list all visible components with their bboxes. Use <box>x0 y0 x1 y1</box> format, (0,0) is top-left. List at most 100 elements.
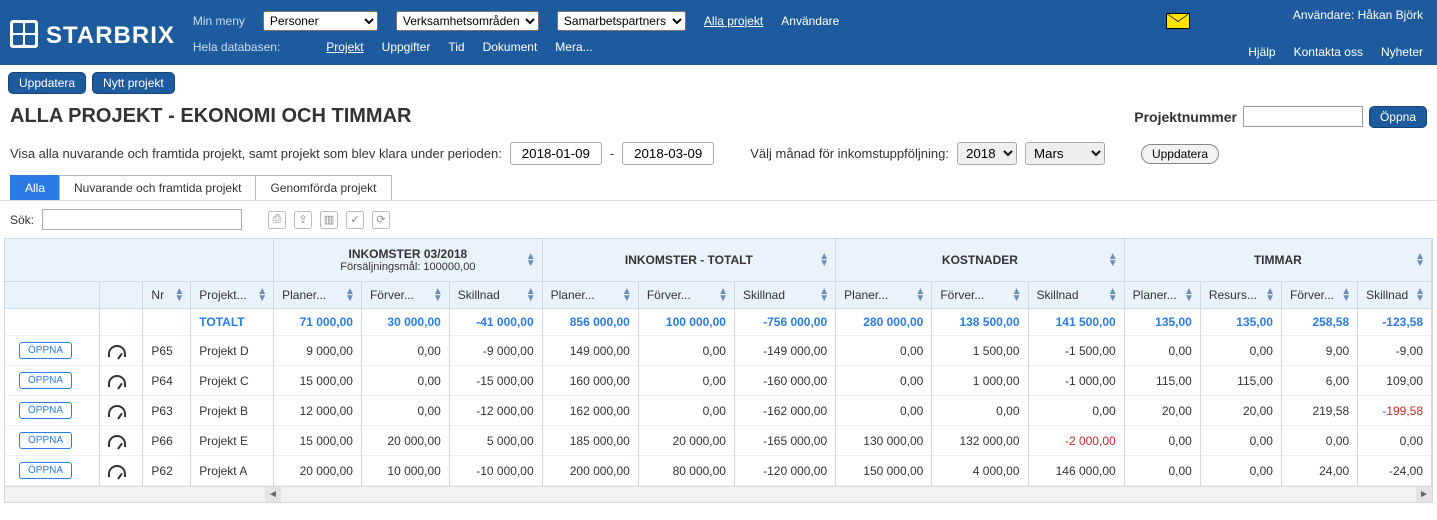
col-t_forv[interactable]: Förver...▲▼ <box>1281 282 1357 309</box>
verksamhet-dropdown[interactable]: Verksamhetsområden <box>396 11 539 31</box>
cell-val: 0,00 <box>1124 336 1200 366</box>
hjalp-link[interactable]: Hjälp <box>1248 45 1275 59</box>
search-input[interactable] <box>42 209 242 230</box>
cell-val: -15 000,00 <box>449 366 542 396</box>
date-to-input[interactable] <box>622 142 714 165</box>
cell-val: 15 000,00 <box>274 426 362 456</box>
col-im_plan[interactable]: Planer...▲▼ <box>274 282 362 309</box>
col-t_skill[interactable]: Skillnad▲▼ <box>1358 282 1432 309</box>
logo[interactable]: STARBRIX <box>0 0 193 65</box>
projekt-link[interactable]: Projekt <box>326 40 363 54</box>
date-from-input[interactable] <box>510 142 602 165</box>
col-t_res[interactable]: Resurs...▲▼ <box>1200 282 1281 309</box>
open-row-button[interactable]: ÖPPNA <box>19 372 72 389</box>
tab-alla[interactable]: Alla <box>10 175 60 200</box>
refresh-icon[interactable]: ⟳ <box>372 211 390 229</box>
cell-val: 1 500,00 <box>932 336 1028 366</box>
nytt-projekt-button[interactable]: Nytt projekt <box>92 72 175 94</box>
cell-val: 0,00 <box>638 366 734 396</box>
check-icon[interactable]: ✓ <box>346 211 364 229</box>
cell-val: -162 000,00 <box>734 396 835 426</box>
colgroup-ink_month: INKOMSTER 03/2018Försäljningsmål: 100000… <box>274 239 543 282</box>
tid-link[interactable]: Tid <box>448 40 464 54</box>
cell-proj: Projekt E <box>191 426 274 456</box>
cell-val: -1 500,00 <box>1028 336 1124 366</box>
col-proj[interactable]: Projekt...▲▼ <box>191 282 274 309</box>
year-select[interactable]: 2018 <box>957 142 1017 165</box>
columns-icon[interactable]: ▥ <box>320 211 338 229</box>
scroll-left-icon[interactable]: ◄ <box>265 487 281 502</box>
gauge-icon <box>108 435 126 447</box>
uppgifter-link[interactable]: Uppgifter <box>382 40 431 54</box>
export-icon[interactable]: ⇪ <box>294 211 312 229</box>
cell-val: 162 000,00 <box>542 396 638 426</box>
col-k_skill[interactable]: Skillnad▲▼ <box>1028 282 1124 309</box>
month-select[interactable]: Mars <box>1025 142 1105 165</box>
cell-val: 0,00 <box>361 396 449 426</box>
tab-genomforda[interactable]: Genomförda projekt <box>255 175 391 200</box>
cell-val: -24,00 <box>1358 456 1432 486</box>
open-row-button[interactable]: ÖPPNA <box>19 402 72 419</box>
open-row-button[interactable]: ÖPPNA <box>19 462 72 479</box>
cell-val: 24,00 <box>1281 456 1357 486</box>
cell-val: 0,00 <box>1028 396 1124 426</box>
cell-val: 0,00 <box>1200 336 1281 366</box>
cell-val: -160 000,00 <box>734 366 835 396</box>
dokument-link[interactable]: Dokument <box>483 40 538 54</box>
cell-val: 146 000,00 <box>1028 456 1124 486</box>
personer-dropdown[interactable]: Personer <box>263 11 378 31</box>
colgroup-kost: KOSTNADER▲▼ <box>836 239 1125 282</box>
cell-proj: Projekt B <box>191 396 274 426</box>
uppdatera-button[interactable]: Uppdatera <box>8 72 86 94</box>
mail-icon[interactable] <box>1166 13 1190 29</box>
col-open <box>5 282 99 309</box>
gauge-icon <box>108 375 126 387</box>
oppna-button[interactable]: Öppna <box>1369 106 1427 128</box>
scroll-right-icon[interactable]: ► <box>1416 487 1432 502</box>
colgroup-blank <box>5 239 274 282</box>
cell-val: 20 000,00 <box>638 426 734 456</box>
col-t_plan[interactable]: Planer...▲▼ <box>1124 282 1200 309</box>
nyheter-link[interactable]: Nyheter <box>1381 45 1423 59</box>
col-it_skill[interactable]: Skillnad▲▼ <box>734 282 835 309</box>
col-k_forv[interactable]: Förver...▲▼ <box>932 282 1028 309</box>
cell-val: 115,00 <box>1124 366 1200 396</box>
mera-link[interactable]: Mera... <box>555 40 592 54</box>
table-row: ÖPPNAP63Projekt B12 000,000,00-12 000,00… <box>5 396 1432 426</box>
navrow-2: Hela databasen: Projekt Uppgifter Tid Do… <box>193 38 1248 56</box>
cell-val: 80 000,00 <box>638 456 734 486</box>
cell-val: 0,00 <box>1200 426 1281 456</box>
cell-val: 9,00 <box>1281 336 1357 366</box>
min-meny-label: Min meny <box>193 14 245 28</box>
projektnummer-input[interactable] <box>1243 106 1363 127</box>
open-row-button[interactable]: ÖPPNA <box>19 432 72 449</box>
cell-val: 200 000,00 <box>542 456 638 486</box>
kontakta-link[interactable]: Kontakta oss <box>1294 45 1363 59</box>
cell-val: 20,00 <box>1200 396 1281 426</box>
col-k_plan[interactable]: Planer...▲▼ <box>836 282 932 309</box>
filter-uppdatera-button[interactable]: Uppdatera <box>1141 144 1219 164</box>
col-it_forv[interactable]: Förver...▲▼ <box>638 282 734 309</box>
cell-proj: Projekt D <box>191 336 274 366</box>
tab-nuvarande[interactable]: Nuvarande och framtida projekt <box>59 175 256 200</box>
col-im_forv[interactable]: Förver...▲▼ <box>361 282 449 309</box>
user-name: Håkan Björk <box>1358 8 1423 22</box>
print-icon[interactable]: ⎙ <box>268 211 286 229</box>
anvandare-link[interactable]: Användare <box>781 14 839 28</box>
cell-val: 0,00 <box>1358 426 1432 456</box>
page-title: ALLA PROJEKT - EKONOMI OCH TIMMAR <box>10 105 411 128</box>
total-row: TOTALT71 000,0030 000,00-41 000,00856 00… <box>5 309 1432 336</box>
horizontal-scrollbar[interactable]: ◄ ► <box>5 486 1432 502</box>
cell-val: 0,00 <box>1281 426 1357 456</box>
col-nr[interactable]: Nr▲▼ <box>143 282 191 309</box>
samarbete-dropdown[interactable]: Samarbetspartners <box>557 11 686 31</box>
cell-val: -149 000,00 <box>734 336 835 366</box>
alla-projekt-link[interactable]: Alla projekt <box>704 14 763 28</box>
col-it_plan[interactable]: Planer...▲▼ <box>542 282 638 309</box>
cell-val: 6,00 <box>1281 366 1357 396</box>
sub-toolbar: Uppdatera Nytt projekt <box>0 65 1437 101</box>
cell-val: 0,00 <box>361 336 449 366</box>
cell-val: 0,00 <box>1200 456 1281 486</box>
col-im_skill[interactable]: Skillnad▲▼ <box>449 282 542 309</box>
open-row-button[interactable]: ÖPPNA <box>19 342 72 359</box>
